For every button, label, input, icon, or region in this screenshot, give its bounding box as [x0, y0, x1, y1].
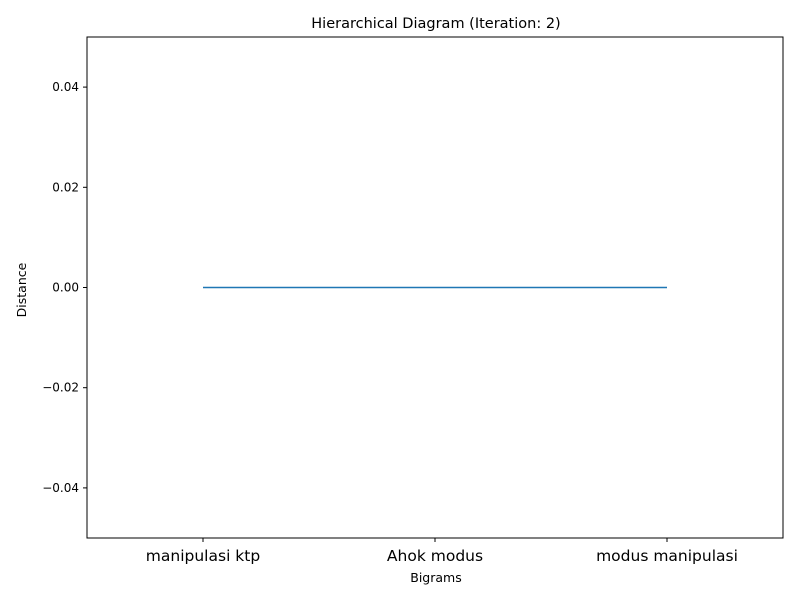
y-tick-label: −0.04 — [42, 481, 79, 495]
y-tick-label: 0.02 — [52, 180, 79, 194]
y-tick-label: −0.02 — [42, 381, 79, 395]
y-axis-label: Distance — [14, 262, 29, 317]
x-axis-label: Bigrams — [410, 570, 461, 585]
chart-title: Hierarchical Diagram (Iteration: 2) — [311, 16, 560, 32]
y-tick-label: 0.04 — [52, 80, 79, 94]
x-tick-label: modus manipulasi — [596, 547, 738, 565]
y-axis: 0.04 0.02 0.00 −0.02 −0.04 — [42, 80, 87, 495]
x-tick-label: manipulasi ktp — [146, 547, 260, 565]
x-tick-label: Ahok modus — [387, 547, 483, 565]
x-axis: manipulasi ktp Ahok modus modus manipulasi — [146, 538, 738, 565]
y-tick-label: 0.00 — [52, 281, 79, 295]
